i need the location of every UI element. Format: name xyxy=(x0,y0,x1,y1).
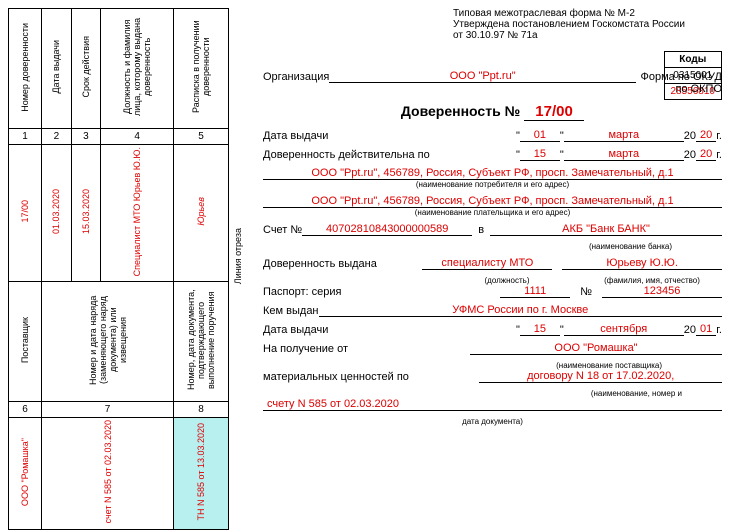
receipt-from-label: На получение от xyxy=(263,343,348,355)
main-form: Типовая межотраслевая форма № М-2 Утверж… xyxy=(263,8,730,505)
stub-n5: 5 xyxy=(173,129,228,145)
receipt-doc: договору N 18 от 17.02.2020, xyxy=(479,370,722,383)
issue-date-label: Дата выдачи xyxy=(263,130,328,142)
values-label: материальных ценностей по xyxy=(263,371,409,383)
doc-number: 17/00 xyxy=(524,103,584,121)
stub-h2: Дата выдачи xyxy=(51,40,61,93)
issued-to-label: Доверенность выдана xyxy=(263,258,377,270)
stub-n7: 7 xyxy=(42,402,174,418)
passport-number: 123456 xyxy=(602,285,722,298)
payer-value: ООО "Ppt.ru", 456789, Россия, Субъект РФ… xyxy=(263,195,722,208)
valid-month: марта xyxy=(564,148,684,161)
kody-label: Коды xyxy=(664,52,722,68)
account-in: в xyxy=(472,224,490,236)
org-label: Организация xyxy=(263,71,329,83)
issued-to-name: Юрьеву Ю.Ю. xyxy=(562,257,722,270)
issue-year: 20 xyxy=(696,129,716,142)
account-label: Счет № xyxy=(263,224,302,236)
name-note: (фамилия, имя, отчество) xyxy=(582,276,722,285)
issued-to-position: специалисту МТО xyxy=(422,257,552,270)
year-prefix-1: 20 xyxy=(684,130,696,142)
stub-h6: Поставщик xyxy=(20,317,30,363)
stub-n4: 4 xyxy=(101,129,174,145)
stub-v1: 17/00 xyxy=(20,200,30,223)
position-note: (должность) xyxy=(442,276,572,285)
stub-n1: 1 xyxy=(9,129,42,145)
stub-h4: Должность и фамилия лица, которому выдан… xyxy=(122,12,152,122)
passport-label: Паспорт: серия xyxy=(263,286,341,298)
cut-line-label: Линия отреза xyxy=(233,228,243,284)
stub-h1: Номер доверенности xyxy=(20,23,30,112)
stub-v2: 01.03.2020 xyxy=(51,189,61,234)
bank-note: (наименование банка) xyxy=(263,242,722,251)
year-suffix-2: г. xyxy=(716,149,722,161)
stub-v8: ТН N 585 от 13.03.2020 xyxy=(196,423,206,521)
payer-note: (наименование плательщика и его адрес) xyxy=(263,208,722,217)
okpo-label: по ОКПО xyxy=(636,83,722,95)
okud-label: Форма по ОКУД xyxy=(636,71,722,83)
receipt-doc2: счету N 585 от 02.03.2020 xyxy=(263,398,722,411)
year-suffix-1: г. xyxy=(716,130,722,142)
issued-by-value: УФМС России по г. Москве xyxy=(319,304,722,317)
stub-v5: Юрьев xyxy=(196,197,206,226)
stub-n2: 2 xyxy=(42,129,72,145)
receipt-doc2-note: дата документа) xyxy=(263,417,722,426)
passport-date-label: Дата выдачи xyxy=(263,324,328,336)
valid-year: 20 xyxy=(696,148,716,161)
stub-n3: 3 xyxy=(71,129,101,145)
bank-name: АКБ "Банк БАНК" xyxy=(490,223,722,236)
stub-h3: Срок действия xyxy=(81,36,91,98)
valid-label: Доверенность действительна по xyxy=(263,149,430,161)
year-prefix-2: 20 xyxy=(684,149,696,161)
doc-title: Доверенность № xyxy=(401,103,520,119)
stub-section: Номер доверенности Дата выдачи Срок дейс… xyxy=(8,8,243,505)
passport-series: 1111 xyxy=(500,285,570,298)
stub-h7: Номер и дата наряда (заменяющего наряд д… xyxy=(88,285,128,395)
passport-month: сентября xyxy=(564,323,684,336)
stub-v7: счет N 585 от 02.03.2020 xyxy=(103,420,113,523)
issue-day: 01 xyxy=(520,129,560,142)
receipt-from-note: (наименование поставщика) xyxy=(263,361,722,370)
stub-n6: 6 xyxy=(9,402,42,418)
stub-v3: 15.03.2020 xyxy=(81,189,91,234)
header-line2: Утверждена постановлением Госкомстата Ро… xyxy=(453,19,722,30)
stub-table: Номер доверенности Дата выдачи Срок дейс… xyxy=(8,8,229,530)
valid-day: 15 xyxy=(520,148,560,161)
consumer-value: ООО "Ppt.ru", 456789, Россия, Субъект РФ… xyxy=(263,167,722,180)
issue-month: марта xyxy=(564,129,684,142)
stub-h5: Расписка в получении доверенности xyxy=(191,12,211,122)
receipt-from: ООО "Ромашка" xyxy=(470,342,722,355)
year-suffix-3: г. xyxy=(716,324,722,336)
account-number: 40702810843000000589 xyxy=(302,223,472,236)
issued-by-label: Кем выдан xyxy=(263,305,319,317)
stub-v4: Специалист МТО Юрьев Ю.Ю. xyxy=(132,147,142,276)
header-line3: от 30.10.97 № 71а xyxy=(453,30,722,41)
passport-num-label: № xyxy=(570,286,602,298)
year-prefix-3: 20 xyxy=(684,324,696,336)
stub-n8: 8 xyxy=(173,402,228,418)
receipt-doc-note: (наименование, номер и xyxy=(263,389,722,398)
header-line1: Типовая межотраслевая форма № М-2 xyxy=(453,8,722,19)
consumer-note: (наименование потребителя и его адрес) xyxy=(263,180,722,189)
passport-day: 15 xyxy=(520,323,560,336)
stub-v6: ООО "Ромашка" xyxy=(20,438,30,506)
passport-year: 01 xyxy=(696,323,716,336)
stub-h8: Номер, дата документа, подтверждающего в… xyxy=(186,285,216,395)
org-value: ООО "Ppt.ru" xyxy=(329,70,636,83)
